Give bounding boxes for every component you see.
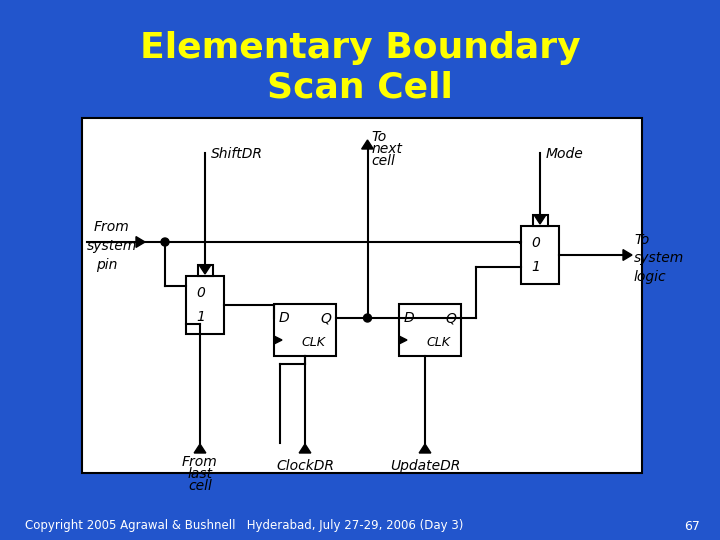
Polygon shape — [274, 336, 282, 344]
Bar — [186, 276, 224, 334]
Polygon shape — [399, 336, 407, 344]
Text: 0: 0 — [197, 286, 205, 300]
Text: cell: cell — [188, 479, 212, 493]
Text: To: To — [634, 233, 649, 247]
Text: next: next — [372, 142, 402, 156]
Text: 67: 67 — [684, 519, 700, 532]
Bar — [399, 304, 461, 356]
Circle shape — [364, 314, 372, 322]
Text: Q: Q — [320, 311, 331, 325]
Polygon shape — [419, 444, 431, 453]
Text: Mode: Mode — [546, 147, 584, 161]
Polygon shape — [361, 140, 374, 149]
Polygon shape — [623, 249, 632, 260]
Text: Scan Cell: Scan Cell — [267, 71, 453, 105]
Text: last: last — [187, 467, 212, 481]
Text: Q: Q — [446, 311, 456, 325]
Text: CLK: CLK — [426, 336, 450, 349]
Text: ShiftDR: ShiftDR — [211, 147, 263, 161]
Text: CLK: CLK — [301, 336, 325, 349]
Polygon shape — [199, 265, 211, 274]
Polygon shape — [136, 237, 145, 247]
Bar — [521, 226, 559, 284]
Bar — [274, 304, 336, 356]
Bar — [82, 118, 642, 473]
Text: cell: cell — [372, 154, 395, 168]
Text: 0: 0 — [531, 236, 541, 250]
Text: Elementary Boundary: Elementary Boundary — [140, 31, 580, 65]
Text: From: From — [182, 455, 218, 469]
Text: logic: logic — [634, 270, 667, 284]
Polygon shape — [194, 444, 206, 453]
Circle shape — [161, 238, 169, 246]
Polygon shape — [534, 215, 546, 224]
Text: To: To — [372, 130, 387, 144]
Text: 1: 1 — [197, 310, 205, 324]
Text: system: system — [634, 251, 684, 265]
Text: system: system — [87, 239, 138, 253]
Text: From: From — [94, 220, 130, 234]
Text: UpdateDR: UpdateDR — [390, 459, 460, 473]
Text: 1: 1 — [531, 260, 541, 274]
Text: pin: pin — [96, 258, 117, 272]
Text: D: D — [279, 311, 289, 325]
Bar — [197, 265, 212, 276]
Polygon shape — [299, 444, 311, 453]
Bar — [533, 215, 547, 226]
Text: Copyright 2005 Agrawal & Bushnell   Hyderabad, July 27-29, 2006 (Day 3): Copyright 2005 Agrawal & Bushnell Hydera… — [25, 519, 464, 532]
Text: ClockDR: ClockDR — [276, 459, 334, 473]
Text: D: D — [404, 311, 414, 325]
